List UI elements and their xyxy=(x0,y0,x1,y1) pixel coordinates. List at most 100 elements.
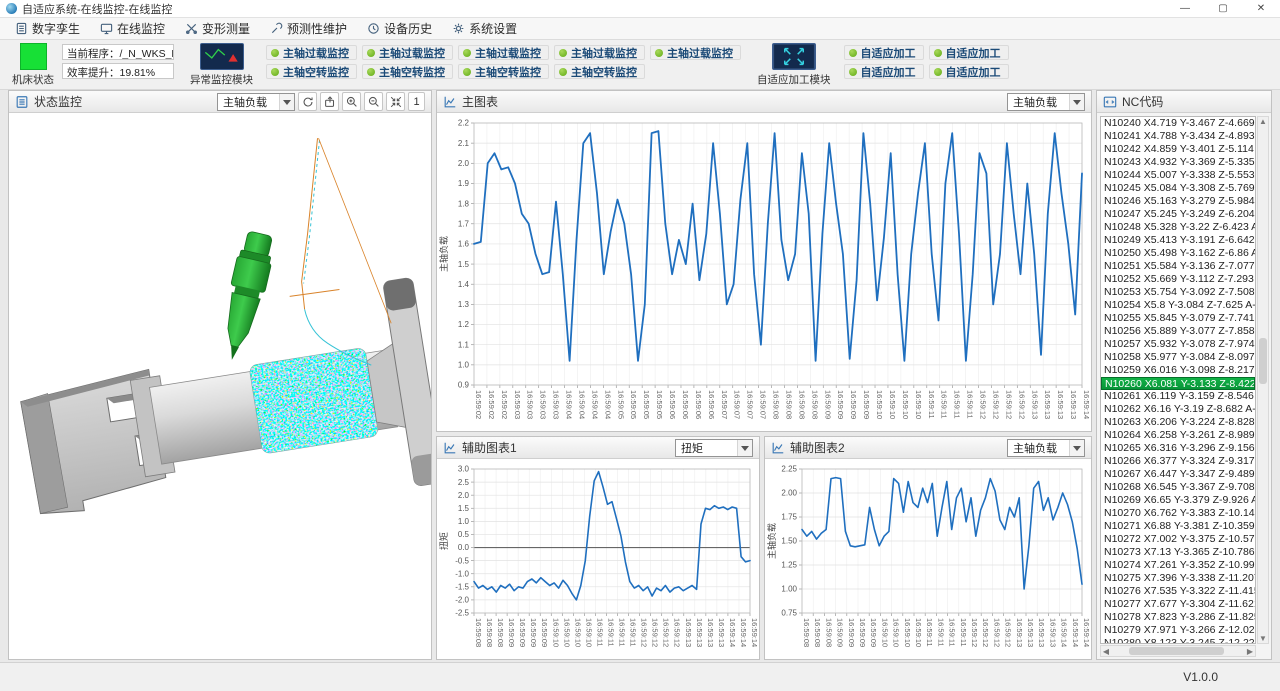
menu-item-2[interactable]: 在线监控 xyxy=(93,18,178,39)
nc-line[interactable]: N10265 X6.316 Y-3.296 Z-9.156 A-71.771 xyxy=(1101,442,1255,455)
nc-line[interactable]: N10278 X7.823 Y-3.286 Z-11.825 A-63.73 xyxy=(1101,611,1255,624)
svg-text:1.9: 1.9 xyxy=(458,179,470,188)
spindle-overload-button-1[interactable]: 主轴过载监控 xyxy=(266,45,357,60)
orbit-icon[interactable] xyxy=(298,92,317,111)
nc-line[interactable]: N10244 X5.007 Y-3.338 Z-5.553 A-75.297 xyxy=(1101,169,1255,182)
spindle-overload-button-4[interactable]: 主轴过载监控 xyxy=(554,45,645,60)
nc-line[interactable]: N10261 X6.119 Y-3.159 Z-8.546 A-72.701 xyxy=(1101,390,1255,403)
nc-line[interactable]: N10243 X4.932 Y-3.369 Z-5.335 A-75.523 xyxy=(1101,156,1255,169)
maximize-button[interactable]: ▢ xyxy=(1204,0,1242,17)
menu-item-4[interactable]: 预测性维护 xyxy=(263,18,360,39)
nc-line[interactable]: N10266 X6.377 Y-3.324 Z-9.317 A-71.443 xyxy=(1101,455,1255,468)
nc-line[interactable]: N10254 X5.8 Y-3.084 Z-7.625 A-73.571 C xyxy=(1101,299,1255,312)
hscroll-thumb[interactable] xyxy=(1129,647,1224,655)
spindle-idle-button-4[interactable]: 主轴空转监控 xyxy=(554,64,645,79)
nc-line[interactable]: N10264 X6.258 Y-3.261 Z-8.989 A-72.072 xyxy=(1101,429,1255,442)
nc-vertical-scrollbar[interactable]: ▲ ▼ xyxy=(1257,116,1269,644)
nc-line[interactable]: N10258 X5.977 Y-3.084 Z-8.097 A-73.138 xyxy=(1101,351,1255,364)
aux-chart2-dropdown[interactable]: 主轴负载 xyxy=(1007,439,1085,457)
nc-line[interactable]: N10270 X6.762 Y-3.383 Z-10.143 A-69.34 xyxy=(1101,507,1255,520)
aux-chart2[interactable]: 16:59:0816:59:0816:59:0816:59:0916:59:09… xyxy=(765,459,1091,659)
zoom-out-icon[interactable] xyxy=(364,92,383,111)
nc-line[interactable]: N10263 X6.206 Y-3.224 Z-8.828 A-72.33 C xyxy=(1101,416,1255,429)
anomaly-module-block[interactable]: 异常监控模块 xyxy=(190,43,253,87)
scroll-left-icon[interactable]: ◀ xyxy=(1101,647,1111,656)
adaptive-machining-button-1[interactable]: 自适应加工 xyxy=(844,45,924,60)
svg-text:16:59:10: 16:59:10 xyxy=(584,618,593,647)
nc-line[interactable]: N10257 X5.932 Y-3.078 Z-7.974 A-73.243 xyxy=(1101,338,1255,351)
scroll-down-icon[interactable]: ▼ xyxy=(1258,634,1268,643)
minimize-button[interactable]: — xyxy=(1166,0,1204,17)
nc-line-current[interactable]: N10260 X6.081 Y-3.133 Z-8.422 A-72.835 xyxy=(1101,377,1255,390)
svg-text:16:59:12: 16:59:12 xyxy=(991,390,1000,419)
adaptive-machining-button-2[interactable]: 自适应加工 xyxy=(929,45,1009,60)
vscroll-thumb[interactable] xyxy=(1259,338,1267,384)
nc-line[interactable]: N10250 X5.498 Y-3.162 Z-6.86 A-74.178 C xyxy=(1101,247,1255,260)
aux-chart1[interactable]: 16:59:0816:59:0816:59:0816:59:0916:59:09… xyxy=(437,459,759,659)
nc-line[interactable]: N10247 X5.245 Y-3.249 Z-6.204 A-74.701 xyxy=(1101,208,1255,221)
svg-text:3.0: 3.0 xyxy=(458,465,470,474)
nc-code-list[interactable]: N10240 X4.719 Y-3.467 Z-4.669 A-76.396N1… xyxy=(1100,116,1256,644)
adaptive-machining-button-3[interactable]: 自适应加工 xyxy=(844,64,924,79)
nc-line[interactable]: N10277 X7.677 Y-3.304 Z-11.621 A-64.48 xyxy=(1101,598,1255,611)
nc-line[interactable]: N10272 X7.002 Y-3.375 Z-10.573 A-68.05 xyxy=(1101,533,1255,546)
nc-line[interactable]: N10245 X5.084 Y-3.308 Z-5.769 A-75.088 xyxy=(1101,182,1255,195)
machine-3d-view[interactable] xyxy=(9,113,431,659)
spindle-monitor-buttons: 主轴过载监控主轴过载监控主轴过载监控主轴过载监控主轴过载监控 主轴空转监控主轴空… xyxy=(266,45,741,79)
spindle-overload-button-5[interactable]: 主轴过载监控 xyxy=(650,45,741,60)
menu-item-5[interactable]: 设备历史 xyxy=(360,18,445,39)
nc-line[interactable]: N10249 X5.413 Y-3.191 Z-6.642 A-74.346 xyxy=(1101,234,1255,247)
nc-line[interactable]: N10255 X5.845 Y-3.079 Z-7.741 A-73.458 xyxy=(1101,312,1255,325)
nc-line[interactable]: N10246 X5.163 Y-3.279 Z-5.984 A-74.892 xyxy=(1101,195,1255,208)
window-title: 自适应系统-在线监控-在线监控 xyxy=(22,1,172,17)
nc-line[interactable]: N10269 X6.65 Y-3.379 Z-9.926 A-69.947 C xyxy=(1101,494,1255,507)
svg-text:2.00: 2.00 xyxy=(781,489,797,498)
nc-line[interactable]: N10279 X7.971 Y-3.266 Z-12.027 A-62.98 xyxy=(1101,624,1255,637)
spindle-overload-button-2[interactable]: 主轴过载监控 xyxy=(362,45,453,60)
nc-horizontal-scrollbar[interactable]: ◀ ▶ xyxy=(1100,645,1256,657)
nc-line[interactable]: N10251 X5.584 Y-3.136 Z-7.077 A-74.012 xyxy=(1101,260,1255,273)
export-icon[interactable] xyxy=(320,92,339,111)
svg-text:16:59:10: 16:59:10 xyxy=(880,618,889,647)
nc-line[interactable]: N10275 X7.396 Y-3.338 Z-11.207 A-65.95 xyxy=(1101,572,1255,585)
nc-line[interactable]: N10256 X5.889 Y-3.077 Z-7.858 A-73.348 xyxy=(1101,325,1255,338)
nc-line[interactable]: N10242 X4.859 Y-3.401 Z-5.114 A-75.775 xyxy=(1101,143,1255,156)
svg-text:16:59:02: 16:59:02 xyxy=(474,390,483,419)
aux-chart1-title: 辅助图表1 xyxy=(462,439,517,456)
nc-line[interactable]: N10271 X6.88 Y-3.381 Z-10.359 A-68.711 xyxy=(1101,520,1255,533)
nc-line[interactable]: N10280 X8.123 Y-3.245 Z-12.227 A-62.23 xyxy=(1101,637,1255,644)
nc-line[interactable]: N10259 X6.016 Y-3.098 Z-8.217 A-73.036 xyxy=(1101,364,1255,377)
menu-item-1[interactable]: 数字孪生 xyxy=(8,18,93,39)
status-view-dropdown[interactable]: 主轴负载 xyxy=(217,93,295,111)
svg-text:16:59:12: 16:59:12 xyxy=(979,390,988,419)
menu-item-6[interactable]: 系统设置 xyxy=(445,18,530,39)
nc-line[interactable]: N10253 X5.754 Y-3.092 Z-7.508 A-73.677 xyxy=(1101,286,1255,299)
nc-line[interactable]: N10252 X5.669 Y-3.112 Z-7.293 A-73.844 xyxy=(1101,273,1255,286)
svg-text:16:59:13: 16:59:13 xyxy=(706,618,715,647)
spindle-idle-button-2[interactable]: 主轴空转监控 xyxy=(362,64,453,79)
spindle-idle-button-1[interactable]: 主轴空转监控 xyxy=(266,64,357,79)
scroll-right-icon[interactable]: ▶ xyxy=(1245,647,1255,656)
nc-line[interactable]: N10248 X5.328 Y-3.22 Z-6.423 A-74.52 C xyxy=(1101,221,1255,234)
main-chart[interactable]: 16:59:0216:59:0216:59:0216:59:0316:59:03… xyxy=(437,113,1091,431)
menu-item-3[interactable]: 变形测量 xyxy=(178,18,263,39)
fit-icon[interactable] xyxy=(386,92,405,111)
nc-line[interactable]: N10240 X4.719 Y-3.467 Z-4.669 A-76.396 xyxy=(1101,117,1255,130)
nc-line[interactable]: N10268 X6.545 Y-3.367 Z-9.708 A-70.519 xyxy=(1101,481,1255,494)
close-button[interactable]: ✕ xyxy=(1242,0,1280,17)
spindle-overload-button-3[interactable]: 主轴过载监控 xyxy=(458,45,549,60)
nc-line[interactable]: N10274 X7.261 Y-3.352 Z-10.998 A-66.67 xyxy=(1101,559,1255,572)
zoom-in-icon[interactable] xyxy=(342,92,361,111)
main-chart-dropdown[interactable]: 主轴负载 xyxy=(1007,93,1085,111)
nc-line[interactable]: N10262 X6.16 Y-3.19 Z-8.682 A-72.534 C xyxy=(1101,403,1255,416)
nc-line[interactable]: N10241 X4.788 Y-3.434 Z-4.893 A-76.062 xyxy=(1101,130,1255,143)
spindle-idle-button-3[interactable]: 主轴空转监控 xyxy=(458,64,549,79)
nc-line[interactable]: N10276 X7.535 Y-3.322 Z-11.415 A-65.22 xyxy=(1101,585,1255,598)
aux-chart1-dropdown[interactable]: 扭矩 xyxy=(675,439,753,457)
adaptive-module-block[interactable]: 自适应加工模块 xyxy=(757,43,831,87)
adaptive-thumb-icon xyxy=(772,43,816,70)
nc-line[interactable]: N10273 X7.13 Y-3.365 Z-10.786 A-67.372 xyxy=(1101,546,1255,559)
scroll-up-icon[interactable]: ▲ xyxy=(1258,117,1268,126)
nc-line[interactable]: N10267 X6.447 Y-3.347 Z-9.489 A-71.055 xyxy=(1101,468,1255,481)
adaptive-machining-button-4[interactable]: 自适应加工 xyxy=(929,64,1009,79)
